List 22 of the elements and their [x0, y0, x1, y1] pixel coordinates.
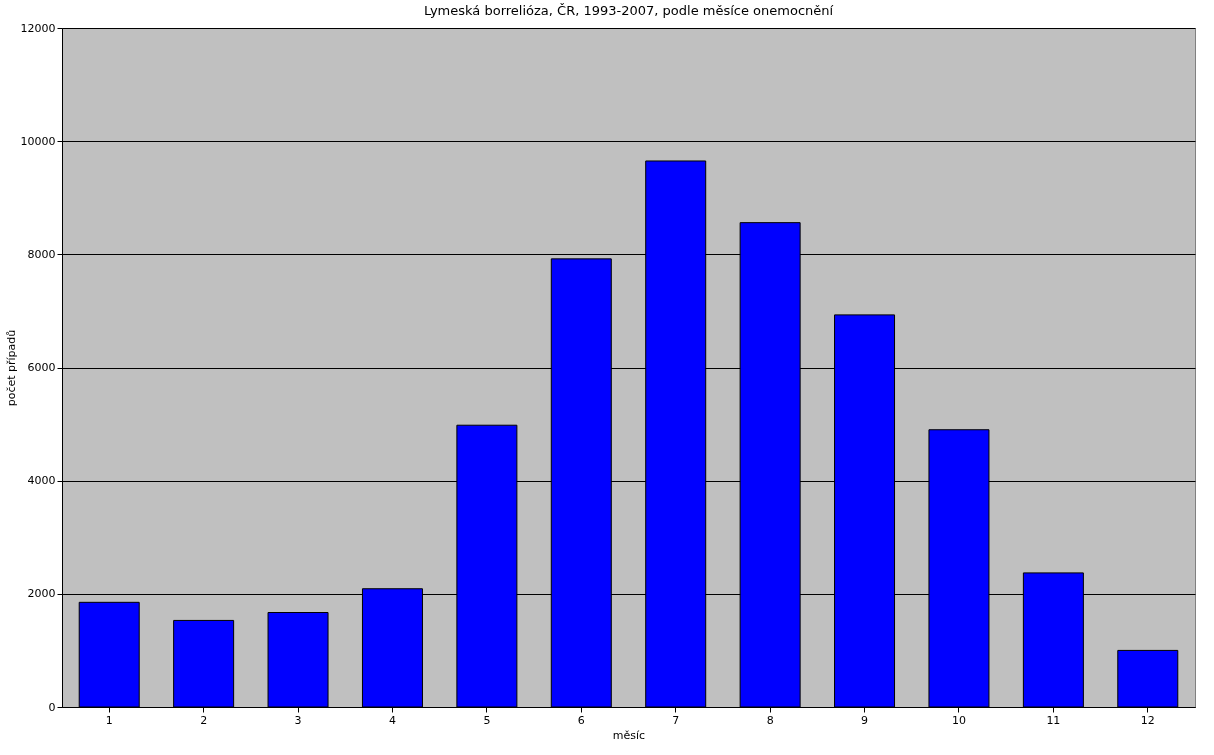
x-tick-label: 6 [577, 713, 585, 727]
y-axis-title: počet případů [4, 329, 18, 407]
x-tick-label: 11 [1046, 713, 1061, 727]
x-tick-label: 10 [951, 713, 966, 727]
x-tick-label: 9 [861, 713, 869, 727]
y-tick-label: 12000 [20, 21, 56, 35]
x-tick-label: 3 [294, 713, 302, 727]
x-tick-label: 12 [1140, 713, 1155, 727]
chart-title: Lymeská borrelióza, ČR, 1993-2007, podle měsíce onemocnění [423, 3, 834, 18]
y-tick-label: 2000 [27, 587, 56, 601]
y-tick-label: 0 [48, 700, 56, 714]
x-tick-label: 4 [388, 713, 396, 727]
y-tick-label: 10000 [20, 134, 56, 148]
x-tick-label: 5 [483, 713, 491, 727]
y-tick-label: 4000 [27, 474, 56, 488]
x-tick-label: 8 [766, 713, 774, 727]
x-tick-label: 2 [200, 713, 208, 727]
y-tick-label: 8000 [27, 247, 56, 261]
y-tick-label: 6000 [27, 361, 56, 374]
x-tick-label: 1 [105, 713, 113, 727]
x-axis-title: měsíc [612, 728, 646, 742]
x-tick-label: 7 [672, 713, 680, 727]
